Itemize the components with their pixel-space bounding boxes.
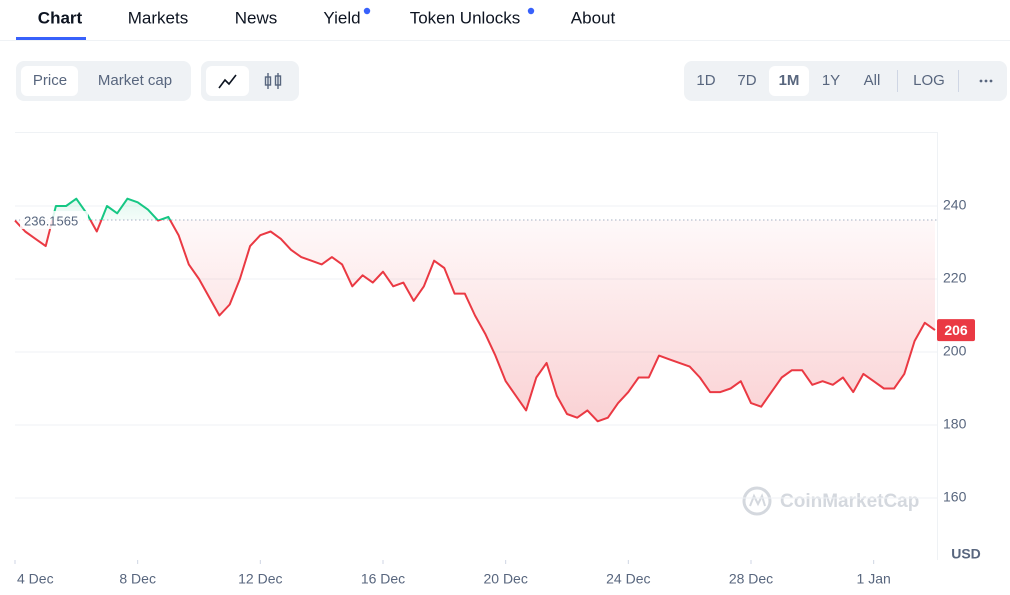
y-tick-label: 180 [943,416,967,432]
x-tick-label: 24 Dec [606,571,650,587]
line-chart-button[interactable] [206,66,249,96]
y-tick-label: 200 [943,343,967,359]
tab[interactable]: Token Unlocks [410,8,521,27]
tab[interactable]: Yield [323,8,360,27]
x-tick-label: 28 Dec [729,571,773,587]
range-group [684,61,1007,101]
x-tick-label: 12 Dec [238,571,282,587]
toggle-button[interactable]: Market cap [98,72,172,89]
price-badge [937,319,975,342]
watermark-text: CoinMarketCap [780,491,919,512]
range-button[interactable]: LOG [913,72,945,89]
toggle-pill [21,66,78,96]
x-tick-label: 4 Dec [17,571,54,587]
tab[interactable]: Chart [38,8,83,27]
tab-bar: Chart Markets News Yield Token Unlocks About [16,7,616,40]
range-button[interactable]: All [864,72,881,89]
x-tick-label: 1 Jan [857,571,891,587]
y-tick-label: 160 [943,489,967,505]
y-tick-label: 240 [943,197,967,213]
price-line [14,197,936,423]
x-tick-label: 20 Dec [483,571,527,587]
watermark: CoinMarketCap [742,486,919,516]
buttons: Price Market cap 1D 7D 1M 1Y All LOG [21,66,945,96]
reference-label: 236.1565 [24,213,78,228]
candle-icon[interactable] [264,73,282,89]
tab[interactable]: Markets [128,8,188,27]
new-dot [527,7,535,15]
tab[interactable]: About [571,8,616,27]
new-dot [363,7,371,15]
price-area [15,198,935,422]
line-icon [218,74,237,89]
range-pill [769,66,809,96]
more-button[interactable] [979,79,993,83]
y-tick-label: 220 [943,270,967,286]
toggle-button[interactable]: Price [33,72,67,89]
plot: 160 180 200 220 240 4 Dec 8 Dec 12 Dec 16 Dec 20 … [14,197,975,587]
x-tick-label: 8 Dec [119,571,156,587]
unit-label: USD [951,546,981,562]
tab[interactable]: News [235,8,278,27]
reference-label-bg [20,211,88,230]
x-tick-label: 16 Dec [361,571,405,587]
range-button[interactable]: 1D [696,72,715,89]
price-badge-label: 206 [944,322,968,338]
range-button[interactable]: 1M [779,72,800,89]
range-button[interactable]: 7D [737,72,756,89]
tab-underline [16,37,86,40]
range-button[interactable]: 1Y [822,72,840,89]
